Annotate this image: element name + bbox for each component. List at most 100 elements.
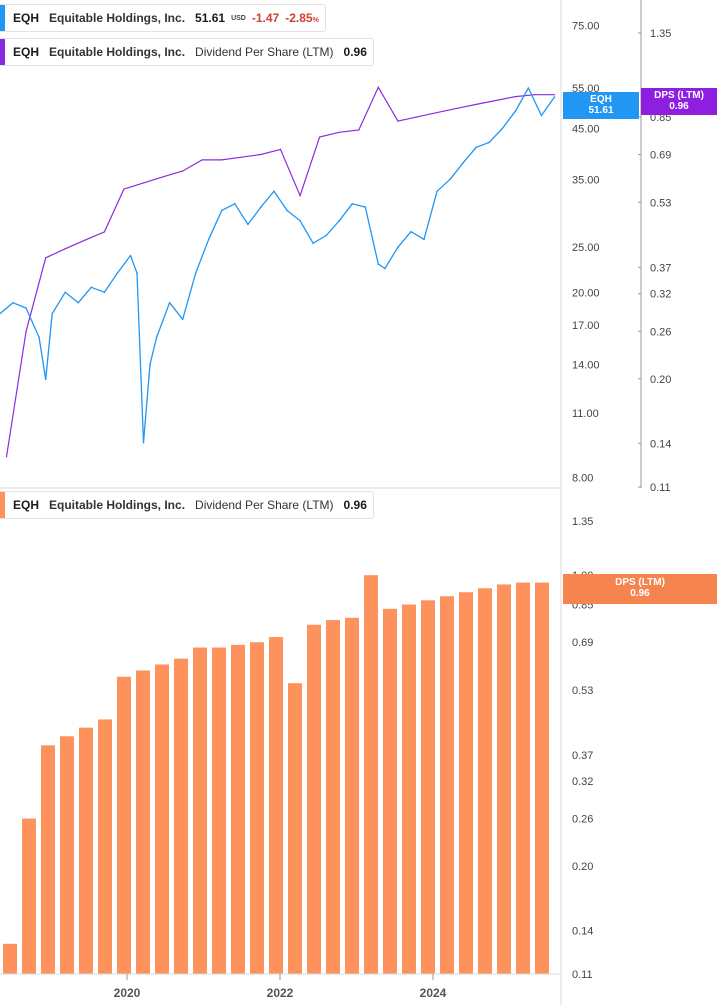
dps-point xyxy=(260,153,262,156)
dps-bar xyxy=(79,727,93,974)
x-axis-tick-label: 2020 xyxy=(114,986,141,1000)
dps-point xyxy=(514,96,516,98)
price-line xyxy=(0,87,556,444)
dps-axis-tick-label: 0.14 xyxy=(650,438,671,450)
price-point xyxy=(436,190,438,192)
bar-axis-tick-label: 0.20 xyxy=(572,861,593,873)
price-axis-tick-label: 17.00 xyxy=(572,320,600,332)
dps-bar xyxy=(117,676,131,974)
dps-point xyxy=(5,456,8,458)
price-point xyxy=(51,312,53,315)
price-point xyxy=(423,238,425,241)
dps-bar xyxy=(60,736,74,974)
price-point xyxy=(364,206,367,208)
price-point xyxy=(475,146,477,149)
price-axis-tick-label: 14.00 xyxy=(572,359,600,371)
x-axis-tick-label: 2022 xyxy=(267,986,294,1000)
price-axis-tick-label: 35.00 xyxy=(572,174,600,186)
price-point xyxy=(462,161,464,164)
price-point xyxy=(377,263,380,265)
legend-price-value: 51.61 xyxy=(195,11,226,25)
price-point xyxy=(142,441,145,444)
bar-dps-tag-value: 0.96 xyxy=(630,588,650,599)
price-point xyxy=(25,307,27,309)
legend-ticker: EQH xyxy=(13,11,40,25)
price-point xyxy=(449,178,451,181)
legend-company: Equitable Holdings, Inc. xyxy=(49,45,186,59)
dps-bar xyxy=(288,683,302,974)
bar-axis-tick-label: 1.35 xyxy=(572,516,593,528)
dps-point xyxy=(182,170,184,172)
dps-bar xyxy=(307,624,321,974)
price-axis-tick-label: 45.00 xyxy=(572,123,600,135)
price-tag-label: EQH xyxy=(590,94,612,105)
price-point xyxy=(312,242,314,245)
legend-price: EQH Equitable Holdings, Inc. 51.61 USD -… xyxy=(0,4,326,32)
price-point xyxy=(136,272,138,274)
price-point xyxy=(338,219,341,222)
price-axis-tick-label: 11.00 xyxy=(572,408,599,420)
legend-company: Equitable Holdings, Inc. xyxy=(49,498,186,512)
dps-point xyxy=(338,131,340,133)
price-tag: EQH 51.61 xyxy=(563,92,639,119)
dps-bar xyxy=(402,604,416,974)
dps-bar xyxy=(421,600,435,974)
dps-axis-tick-label: 0.32 xyxy=(650,289,671,301)
bar-dps-tag-label: DPS (LTM) xyxy=(615,577,665,588)
dps-point xyxy=(299,194,301,197)
top-left-axis: 8.00 11.00 14.00 17.00 20.00 25.00 35.00 45.00 5… xyxy=(572,20,600,484)
price-point xyxy=(0,312,1,315)
price-axis-tick-label: 75.00 xyxy=(572,20,600,32)
price-axis-tick-label: 55.00 xyxy=(572,83,600,95)
dps-bar-swatch xyxy=(0,492,5,518)
price-point xyxy=(103,291,106,294)
dps-line-swatch xyxy=(0,39,5,65)
price-point xyxy=(540,114,543,117)
dps-point xyxy=(456,107,458,110)
price-point xyxy=(77,301,80,304)
legend-dps-bottom: EQH Equitable Holdings, Inc. Dividend Pe… xyxy=(0,491,374,519)
price-point xyxy=(527,87,530,89)
dps-point xyxy=(84,239,86,241)
bar-axis-tick-label: 0.14 xyxy=(572,925,593,937)
price-point xyxy=(514,110,517,113)
dps-tag-value: 0.96 xyxy=(669,101,689,112)
bar-axis-tick-label: 0.37 xyxy=(572,750,593,762)
dps-bar xyxy=(22,818,36,974)
price-axis-tick-label: 25.00 xyxy=(572,242,600,254)
price-point xyxy=(90,286,93,289)
dps-point xyxy=(221,159,223,161)
dps-line-series xyxy=(5,85,556,458)
dps-bar xyxy=(250,642,264,974)
price-axis-tick-label: 20.00 xyxy=(572,287,600,299)
bar-axis-tick-label: 0.53 xyxy=(572,685,593,697)
dps-bar xyxy=(98,719,112,974)
dps-point xyxy=(25,330,27,332)
dps-bar xyxy=(231,644,245,974)
price-point xyxy=(116,272,119,274)
dps-axis-tick-label: 0.26 xyxy=(650,326,671,338)
price-point xyxy=(44,378,47,381)
legend-metric-value: 0.96 xyxy=(343,45,367,59)
dps-bar xyxy=(41,745,55,974)
dps-axis-tick-label: 1.35 xyxy=(650,28,671,40)
price-point xyxy=(234,202,236,205)
dps-bar xyxy=(383,608,397,974)
price-point xyxy=(168,301,171,304)
x-axis: 2020 2022 2024 xyxy=(0,973,561,1000)
dps-bar xyxy=(364,575,378,974)
price-point xyxy=(384,267,386,270)
dps-axis-tick-label: 0.37 xyxy=(650,262,671,274)
bar-axis-tick-label: 0.69 xyxy=(572,637,593,649)
price-point xyxy=(194,272,197,274)
price-point xyxy=(299,219,301,222)
dps-tag-label: DPS (LTM) xyxy=(654,90,704,101)
price-point xyxy=(410,230,412,233)
x-axis-tick-label: 2024 xyxy=(420,986,447,1000)
dps-bar xyxy=(269,637,283,974)
price-point xyxy=(247,223,249,226)
dps-bar xyxy=(3,943,17,974)
legend-company: Equitable Holdings, Inc. xyxy=(49,11,186,25)
dps-axis-tick-label: 0.11 xyxy=(650,482,671,494)
dps-bar xyxy=(155,664,169,974)
